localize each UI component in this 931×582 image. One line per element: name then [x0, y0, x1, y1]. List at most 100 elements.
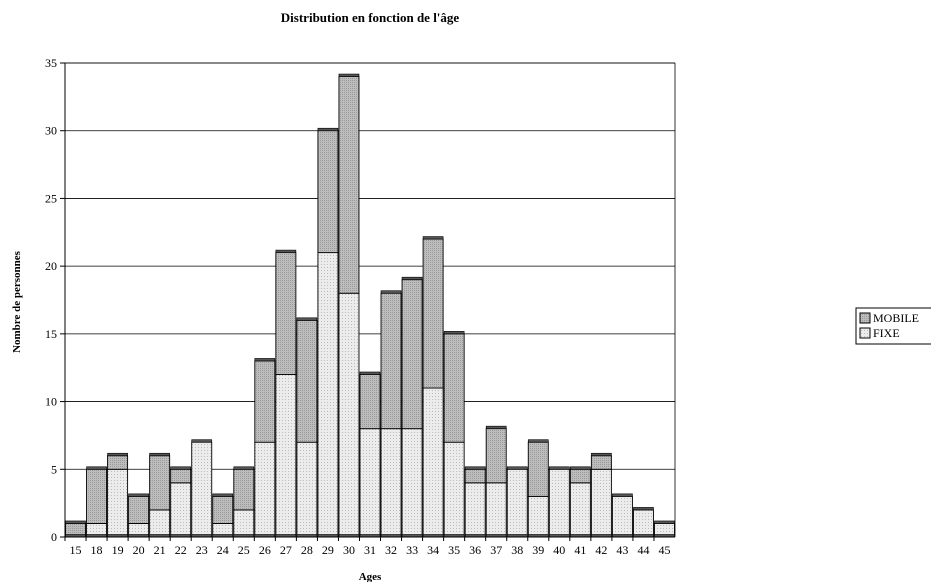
x-axis-label: Ages: [359, 571, 382, 582]
bar-mobile-39: [527, 441, 549, 497]
bar-cap-33: [401, 276, 423, 280]
bar-fixe-34: [422, 387, 444, 538]
bar-fixe-38: [506, 468, 528, 538]
bar-fixe-41: [569, 482, 591, 538]
legend-swatch-mobile: [859, 312, 871, 324]
bar-fixe-27: [275, 374, 297, 538]
y-tick-label: 35: [45, 56, 57, 70]
bar-cap-39: [527, 439, 549, 443]
bar-fixe-21: [149, 509, 171, 538]
bar-cap-31: [359, 371, 381, 375]
bar-mobile-36: [464, 468, 486, 484]
bar-cap-21: [149, 452, 170, 457]
bar-mobile-19: [107, 455, 129, 470]
y-tick-label: 20: [45, 259, 57, 273]
bar-mobile-22: [170, 468, 192, 484]
bar-fixe-40: [548, 468, 570, 538]
bar-fixe-35: [443, 441, 465, 538]
bar-fixe-39: [527, 495, 549, 538]
y-tick-label: 15: [45, 327, 57, 341]
bars: [65, 73, 675, 538]
x-tick-label: 19: [112, 543, 124, 557]
bar-cap-22: [170, 466, 192, 470]
y-tick-label: 30: [45, 124, 57, 138]
x-tick-label: 41: [574, 543, 586, 557]
x-tick-label: 40: [553, 543, 565, 557]
bar-fixe-29: [317, 252, 339, 538]
x-tick-label: 44: [637, 543, 649, 557]
x-tick-label: 36: [469, 543, 481, 557]
bar-cap-26: [254, 358, 276, 362]
bar-fixe-19: [107, 468, 129, 538]
bar-mobile-25: [233, 468, 255, 511]
bar-cap-41: [570, 466, 591, 470]
x-tick-label: 30: [343, 543, 355, 557]
x-tick-label: 43: [616, 543, 628, 557]
x-tick-label: 37: [490, 543, 502, 557]
bar-cap-34: [422, 236, 444, 240]
x-tick-label: 20: [133, 543, 145, 557]
legend-swatch-fixe: [859, 327, 871, 339]
bar-mobile-41: [569, 468, 591, 484]
bar-fixe-31: [359, 428, 381, 538]
x-tick-label: 15: [70, 543, 82, 557]
bar-fixe-36: [464, 482, 486, 538]
bar-cap-29: [317, 127, 339, 132]
bar-cap-36: [464, 466, 486, 470]
x-tick-label: 29: [322, 543, 334, 557]
bar-cap-30: [338, 73, 360, 77]
bar-cap-44: [633, 507, 654, 511]
bar-mobile-28: [296, 319, 318, 443]
bar-cap-45: [654, 520, 675, 524]
bar-mobile-32: [380, 292, 402, 430]
x-tick-label: 25: [238, 543, 250, 557]
bar-cap-42: [591, 452, 612, 457]
x-tick-label: 45: [658, 543, 670, 557]
bar-cap-27: [275, 249, 297, 253]
x-tick-label: 27: [280, 543, 292, 557]
bar-mobile-27: [275, 252, 297, 375]
y-tick-label: 25: [45, 191, 57, 205]
y-tick-label: 0: [51, 530, 57, 544]
bar-mobile-26: [254, 360, 276, 443]
bar-fixe-37: [485, 482, 507, 538]
x-tick-label: 24: [217, 543, 229, 557]
x-tick-label: 34: [427, 543, 439, 557]
bar-mobile-24: [212, 495, 234, 524]
bar-fixe-44: [632, 509, 654, 538]
chart-title: Distribution en fonction de l'âge: [281, 10, 460, 25]
bar-mobile-29: [317, 130, 339, 254]
bar-mobile-34: [422, 238, 444, 389]
bar-cap-23: [191, 439, 213, 443]
bar-mobile-42: [590, 455, 612, 470]
bar-cap-24: [212, 493, 234, 497]
bar-mobile-33: [401, 279, 423, 430]
x-tick-label: 31: [364, 543, 376, 557]
bar-cap-38: [506, 466, 528, 470]
x-tick-label: 28: [301, 543, 313, 557]
x-tick-label: 18: [91, 543, 103, 557]
bar-fixe-28: [296, 441, 318, 538]
bar-mobile-30: [338, 76, 360, 294]
y-ticks: 0 5 10 15 20 25 30 35: [45, 56, 65, 544]
bar-mobile-21: [149, 455, 171, 511]
bar-cap-43: [612, 493, 633, 497]
x-ticks: 15 18 19 20 21 22 23 24 25 26 27 28 29 30 31 32 33 34 35 36…: [64, 537, 670, 557]
x-tick-label: 33: [406, 543, 418, 557]
bar-mobile-20: [128, 495, 150, 524]
bar-mobile-31: [359, 374, 381, 430]
legend-label-mobile: MOBILE: [873, 311, 919, 325]
bar-fixe-30: [338, 292, 360, 538]
bar-cap-25: [233, 466, 255, 470]
bar-fixe-26: [254, 441, 276, 538]
y-axis-label: Nombre de personnes: [11, 250, 23, 353]
x-tick-label: 22: [175, 543, 187, 557]
bar-cap-20: [128, 493, 149, 497]
bar-cap-35: [443, 331, 465, 335]
bar-fixe-43: [611, 495, 633, 538]
x-tick-label: 32: [385, 543, 397, 557]
bar-mobile-37: [485, 428, 507, 484]
bar-cap-15: [65, 520, 86, 524]
